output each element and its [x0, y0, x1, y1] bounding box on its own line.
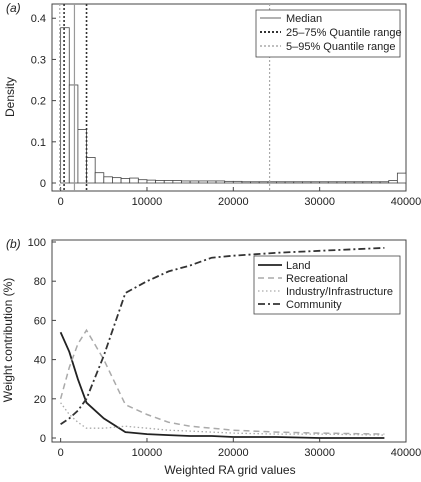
- histogram-bar: [353, 181, 364, 184]
- legend-label: Recreational: [286, 273, 348, 285]
- panel-b-ylabel: Weight contribution (%): [1, 278, 15, 403]
- legend-label: 25–75% Quantile range: [286, 27, 402, 39]
- histogram-bar: [129, 177, 139, 184]
- histogram-bar: [207, 180, 217, 184]
- series-line-community: [60, 247, 385, 426]
- legend-label: 5–95% Quantile range: [286, 41, 395, 53]
- x-tick-label: 40000: [391, 196, 421, 208]
- histogram-bar: [293, 181, 303, 184]
- y-tick-label: 0.3: [31, 54, 46, 66]
- histogram-bar: [163, 180, 174, 184]
- series-line-land: [59, 331, 385, 439]
- histogram-bar: [198, 180, 208, 184]
- histogram-bar: [86, 157, 96, 184]
- histogram-bar: [301, 181, 312, 184]
- x-tick-label: 40000: [391, 447, 421, 459]
- histogram-bar: [94, 172, 105, 184]
- histogram-bar: [155, 180, 165, 184]
- y-tick-label: 0.2: [31, 96, 46, 108]
- histogram-bar: [103, 176, 113, 184]
- panel-b-legend: LandRecreationalIndustry/InfrastructureC…: [253, 255, 401, 315]
- y-tick-label: 100: [28, 237, 46, 249]
- y-tick-label: 0.1: [31, 137, 46, 149]
- histogram-bar: [189, 180, 200, 184]
- line-series: [59, 247, 385, 439]
- histogram-bar: [345, 181, 355, 184]
- histogram-bar: [276, 181, 286, 184]
- histogram-bar: [362, 181, 372, 184]
- x-tick-label: 10000: [132, 196, 163, 208]
- panel-a-ylabel: Density: [3, 77, 17, 117]
- histogram-bar: [172, 180, 182, 184]
- panel-a-label: (a): [6, 1, 21, 15]
- histogram-bar: [60, 27, 70, 184]
- legend-label: Industry/Infrastructure: [286, 286, 393, 298]
- y-tick-label: 0: [40, 178, 46, 190]
- x-tick-label: 30000: [304, 447, 335, 459]
- histogram-bar: [388, 180, 398, 184]
- histogram-bar: [336, 181, 346, 184]
- histogram-bar: [241, 181, 251, 184]
- y-tick-label: 20: [34, 394, 46, 406]
- y-tick-label: 80: [34, 276, 46, 288]
- panel-b-label: (b): [6, 237, 21, 251]
- histogram-bar: [68, 84, 79, 184]
- histogram-bar: [284, 181, 295, 184]
- histogram-bar: [146, 179, 157, 184]
- y-tick-label: 40: [34, 355, 46, 367]
- histogram-bar: [215, 180, 226, 184]
- histogram-bar: [120, 178, 131, 184]
- series-line-recreational: [59, 328, 385, 435]
- histogram-bar: [310, 181, 321, 184]
- histogram-bar: [371, 181, 381, 184]
- histogram-bar: [112, 177, 122, 184]
- panel-a-legend: Median 25–75% Quantile range 5–95% Quantil…: [255, 9, 402, 58]
- panel-b-ticks: 0 20 40 60 80 100 0 10000 20000 30000 40000: [28, 237, 421, 459]
- histogram-bar: [327, 181, 338, 184]
- line-panel: (b) Weight contribution (%) Weighted RA …: [1, 237, 421, 477]
- x-tick-label: 10000: [132, 447, 163, 459]
- histogram-bar: [319, 181, 329, 184]
- histogram-bar: [250, 181, 260, 184]
- panel-b-xlabel: Weighted RA grid values: [164, 463, 295, 477]
- series-line-industry-infrastructure: [60, 402, 385, 436]
- y-tick-label: 60: [34, 315, 46, 327]
- histogram-bar: [224, 180, 234, 184]
- legend-label: Community: [286, 299, 342, 311]
- panel-a-frame: [51, 3, 407, 192]
- histogram-bar: [258, 181, 269, 184]
- histogram-bar: [77, 129, 87, 184]
- x-tick-label: 0: [58, 196, 64, 208]
- legend-label: Median: [286, 13, 322, 25]
- panel-a-ticks: 0 0.1 0.2 0.3 0.4 0 10000 20000 30000 40000: [31, 13, 421, 208]
- x-tick-label: 0: [58, 447, 64, 459]
- x-tick-label: 20000: [218, 447, 249, 459]
- legend-label: Land: [286, 260, 310, 272]
- reference-lines: [59, 4, 271, 191]
- histogram-bar: [396, 172, 407, 184]
- histogram-panel: (a) Density 0 0.1 0.2 0.3 0.4 0 10000 20000 3000…: [3, 1, 421, 208]
- x-tick-label: 20000: [218, 196, 249, 208]
- histogram-bars: [60, 27, 407, 184]
- histogram-bar: [181, 180, 191, 184]
- panel-b-frame: [51, 239, 407, 443]
- y-tick-label: 0: [40, 433, 46, 445]
- histogram-bar: [379, 181, 390, 184]
- histogram-bar: [137, 179, 148, 184]
- x-tick-label: 30000: [304, 196, 335, 208]
- y-tick-label: 0.4: [31, 13, 46, 25]
- histogram-bar: [232, 180, 243, 184]
